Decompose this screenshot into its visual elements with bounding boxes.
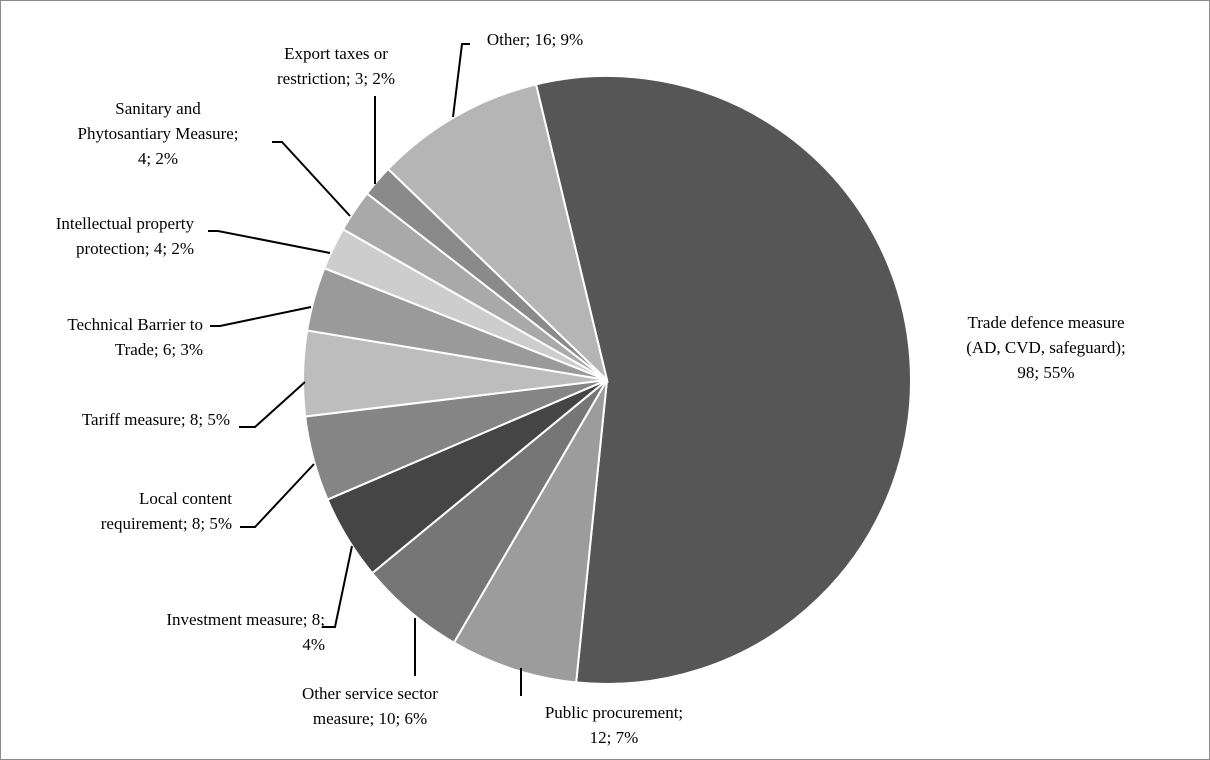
slice-label-line: Local content (139, 489, 232, 508)
slice-label-line: Technical Barrier to (67, 315, 203, 334)
slice-label-line: Export taxes or (284, 44, 388, 63)
slice-label-line: protection; 4; 2% (76, 239, 194, 258)
slice-label-line: 12; 7% (590, 728, 639, 747)
slice-label-line: Other service sector (302, 684, 438, 703)
slice-label-line: Sanitary and (115, 99, 201, 118)
pie-slice-0 (534, 75, 913, 685)
slice-label-line: 98; 55% (1017, 363, 1074, 382)
slice-label-10: Other; 16; 9% (487, 30, 583, 49)
leader-line-3 (322, 545, 353, 628)
slice-label-line: (AD, CVD, safeguard); (966, 338, 1126, 357)
leader-line-4 (240, 463, 315, 528)
slice-label-line: 4% (302, 635, 325, 654)
slice-label-7: Intellectual property protection; 4; 2% (56, 214, 195, 258)
slice-label-line: Public procurement; (545, 703, 683, 722)
pie-slice-1 (452, 379, 608, 684)
slice-label-line: Tariff measure; 8; 5% (82, 410, 230, 429)
slice-label-line: measure; 10; 6% (313, 709, 427, 728)
slice-label-line: restriction; 3; 2% (277, 69, 395, 88)
slice-label-9: Export taxes or restriction; 3; 2% (277, 44, 395, 88)
slice-label-line: 4; 2% (138, 149, 178, 168)
slice-label-3: Investment measure; 8; 4% (166, 610, 325, 654)
slice-label-line: requirement; 8; 5% (101, 514, 232, 533)
leader-line-7 (208, 230, 331, 254)
slice-label-line: Trade; 6; 3% (115, 340, 203, 359)
slice-label-6: Technical Barrier to Trade; 6; 3% (67, 315, 203, 359)
slice-label-5: Tariff measure; 8; 5% (82, 410, 230, 429)
leader-line-10 (452, 43, 470, 118)
leader-line-6 (210, 306, 312, 327)
slice-label-0: Trade defence measure (AD, CVD, safeguard… (966, 313, 1126, 382)
slice-label-4: Local content requirement; 8; 5% (101, 489, 233, 533)
pie-slice-10 (386, 83, 609, 384)
slice-label-line: Phytosantiary Measure; (78, 124, 239, 143)
leader-line-8 (272, 141, 351, 217)
slice-label-2: Other service sector measure; 10; 6% (302, 684, 438, 728)
slice-label-line: Investment measure; 8; (166, 610, 325, 629)
slice-label-line: Other; 16; 9% (487, 30, 583, 49)
slice-label-line: Trade defence measure (967, 313, 1124, 332)
slice-label-1: Public procurement; 12; 7% (545, 703, 683, 747)
slice-label-line: Intellectual property (56, 214, 195, 233)
leader-line-5 (239, 381, 306, 428)
slice-label-8: Sanitary and Phytosantiary Measure; 4; 2% (78, 99, 239, 168)
